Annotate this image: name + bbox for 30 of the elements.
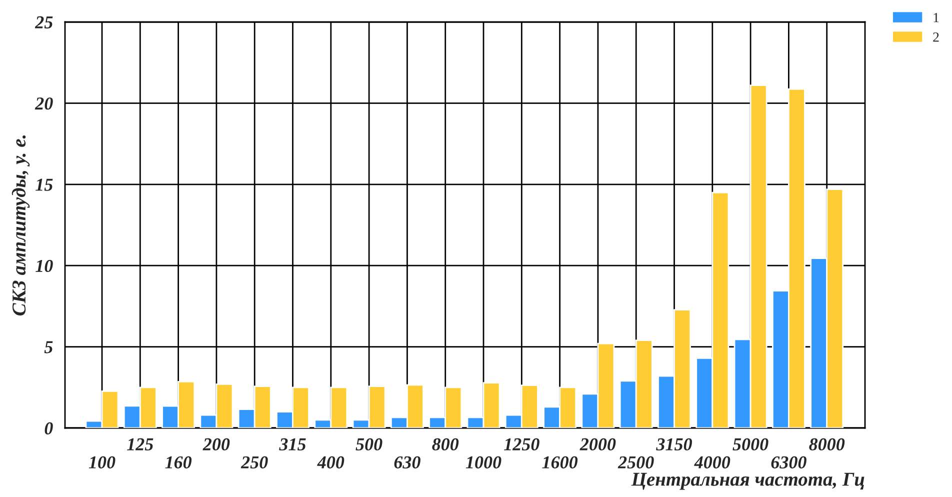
y-axis-title: СКЗ амплитуды, у. е. [12,135,30,316]
x-tick-label: 2500 [618,456,654,468]
x-tick-label: 200 [202,438,230,450]
y-tick-label: 10 [36,260,53,272]
y-tick-label: 25 [34,16,53,28]
legend-label: 2 [933,32,939,42]
x-tick-label: 100 [88,456,116,468]
x-tick-label: 4000 [694,456,730,468]
x-tick-label: 2000 [580,438,616,450]
x-tick-label: 1000 [466,456,502,468]
x-tick-label: 1600 [542,456,578,468]
y-tick-label: 0 [44,422,53,434]
x-tick-label: 125 [127,438,154,450]
y-tick-label: 20 [34,97,53,110]
x-tick-label: 3150 [656,438,692,450]
x-tick-label: 160 [165,456,192,468]
y-tick-label: 15 [36,178,53,191]
x-tick-label: 8000 [809,438,845,450]
x-tick-label: 400 [317,456,344,468]
x-tick-label: 800 [432,438,459,450]
x-tick-label: 1250 [504,438,540,450]
x-tick-label: 315 [279,438,306,450]
x-tick-label: 250 [240,456,268,468]
y-tick-label: 5 [44,341,53,354]
x-tick-label: 500 [356,438,382,450]
x-tick-label: 5000 [732,438,768,450]
legend-label: 1 [934,12,939,22]
x-tick-label: 6300 [771,456,806,468]
x-tick-label: 630 [394,456,420,468]
x-axis-title: Центральная частота, Гц [631,472,864,490]
